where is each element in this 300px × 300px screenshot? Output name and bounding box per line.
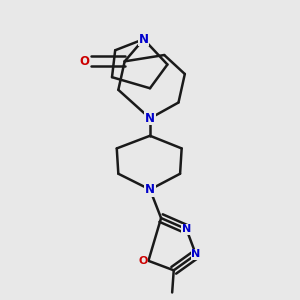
Text: N: N	[145, 112, 155, 125]
Text: O: O	[138, 256, 147, 266]
Text: N: N	[145, 183, 155, 196]
Text: N: N	[182, 224, 191, 234]
Text: O: O	[80, 55, 89, 68]
Text: N: N	[191, 250, 200, 260]
Text: N: N	[139, 33, 149, 46]
